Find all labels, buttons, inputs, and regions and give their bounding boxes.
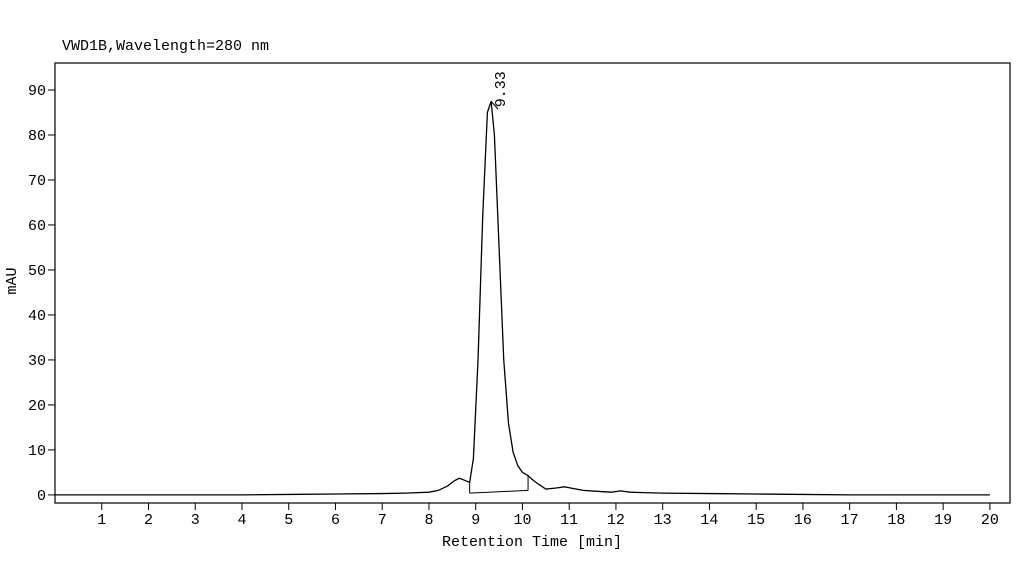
plot-frame — [54, 62, 1011, 504]
x-tick-label: 15 — [747, 512, 765, 529]
x-tick-label: 4 — [237, 512, 246, 529]
chart-title: VWD1B,Wavelength=280 nm — [62, 38, 269, 55]
y-tick-label: 20 — [28, 398, 46, 415]
y-axis-label: mAU — [4, 267, 21, 294]
x-tick-label: 11 — [560, 512, 578, 529]
x-tick-label: 18 — [887, 512, 905, 529]
x-tick-label: 6 — [331, 512, 340, 529]
y-tick-label: 70 — [28, 173, 46, 190]
x-tick-label: 1 — [97, 512, 106, 529]
y-tick-label: 0 — [37, 488, 46, 505]
x-tick-label: 5 — [284, 512, 293, 529]
peak-marker — [490, 100, 499, 110]
x-tick-label: 8 — [424, 512, 433, 529]
x-tick-label: 19 — [934, 512, 952, 529]
y-tick-label: 10 — [28, 443, 46, 460]
y-tick-label: 90 — [28, 83, 46, 100]
x-tick-label: 3 — [191, 512, 200, 529]
x-axis-label: Retention Time [min] — [442, 534, 622, 551]
y-tick-label: 80 — [28, 128, 46, 145]
x-tick-label: 7 — [378, 512, 387, 529]
x-tick-label: 17 — [841, 512, 859, 529]
x-tick-label: 20 — [981, 512, 999, 529]
signal-line — [55, 101, 990, 496]
x-tick-label: 2 — [144, 512, 153, 529]
y-tick-label: 50 — [28, 263, 46, 280]
x-tick-label: 12 — [607, 512, 625, 529]
x-tick-label: 10 — [513, 512, 531, 529]
y-tick-label: 60 — [28, 218, 46, 235]
y-tick-label: 40 — [28, 308, 46, 325]
x-tick-label: 14 — [700, 512, 718, 529]
peak-label: 9.33 — [493, 71, 510, 107]
y-tick-label: 30 — [28, 353, 46, 370]
x-tick-label: 16 — [794, 512, 812, 529]
x-tick-label: 9 — [471, 512, 480, 529]
x-tick-label: 13 — [654, 512, 672, 529]
integration-baseline — [469, 489, 529, 494]
